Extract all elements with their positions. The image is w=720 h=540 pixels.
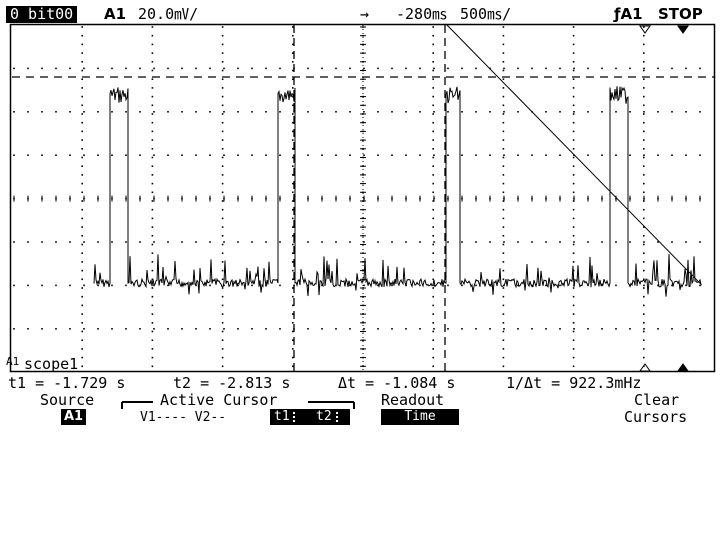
- trigger-markers: [639, 25, 689, 372]
- clear-cursors-line2[interactable]: Cursors: [624, 408, 688, 426]
- time-offset: -280㎳: [396, 5, 448, 23]
- v-cursor-options[interactable]: V1---- V2--: [140, 410, 227, 425]
- t1-selector-dots: [293, 412, 297, 422]
- trigger-source: ƒA1: [614, 5, 643, 23]
- waveform-label-marker: A1: [6, 355, 20, 368]
- t2-selector-dots: [336, 412, 340, 422]
- time-scale: 500㎳/: [460, 5, 512, 23]
- source-softkey-value[interactable]: A1: [61, 409, 87, 425]
- t2-readout: t2 = -2.813 s: [173, 374, 291, 392]
- run-state: STOP: [658, 5, 703, 23]
- waveform-trace: [93, 24, 702, 297]
- trigger-arrow-icon: →: [360, 5, 370, 23]
- t1-cursor-label: t1: [274, 409, 290, 424]
- readout-softkey-label[interactable]: Readout: [381, 391, 445, 409]
- t1-cursor-softkey[interactable]: t1 t2: [270, 409, 350, 425]
- source-softkey-label[interactable]: Source: [40, 391, 95, 409]
- delta-t-readout: Δt = -1.084 s: [338, 374, 456, 392]
- t1-readout: t1 = -1.729 s: [8, 374, 126, 392]
- waveform-label-name: scope1: [24, 355, 79, 373]
- clear-cursors-line1[interactable]: Clear: [634, 391, 680, 409]
- channel-name: A1: [104, 5, 127, 23]
- active-cursor-label: Active Cursor: [160, 391, 278, 409]
- channel-tag: 0 bit00: [6, 6, 78, 23]
- readout-softkey-value[interactable]: Time: [381, 409, 459, 425]
- inverse-delta-t-readout: 1/Δt = 922.3mHz: [506, 374, 642, 392]
- graticule-frame: [9, 23, 716, 373]
- t2-cursor-label: t2: [316, 409, 332, 424]
- vertical-scale: 20.0㎷/: [138, 5, 199, 23]
